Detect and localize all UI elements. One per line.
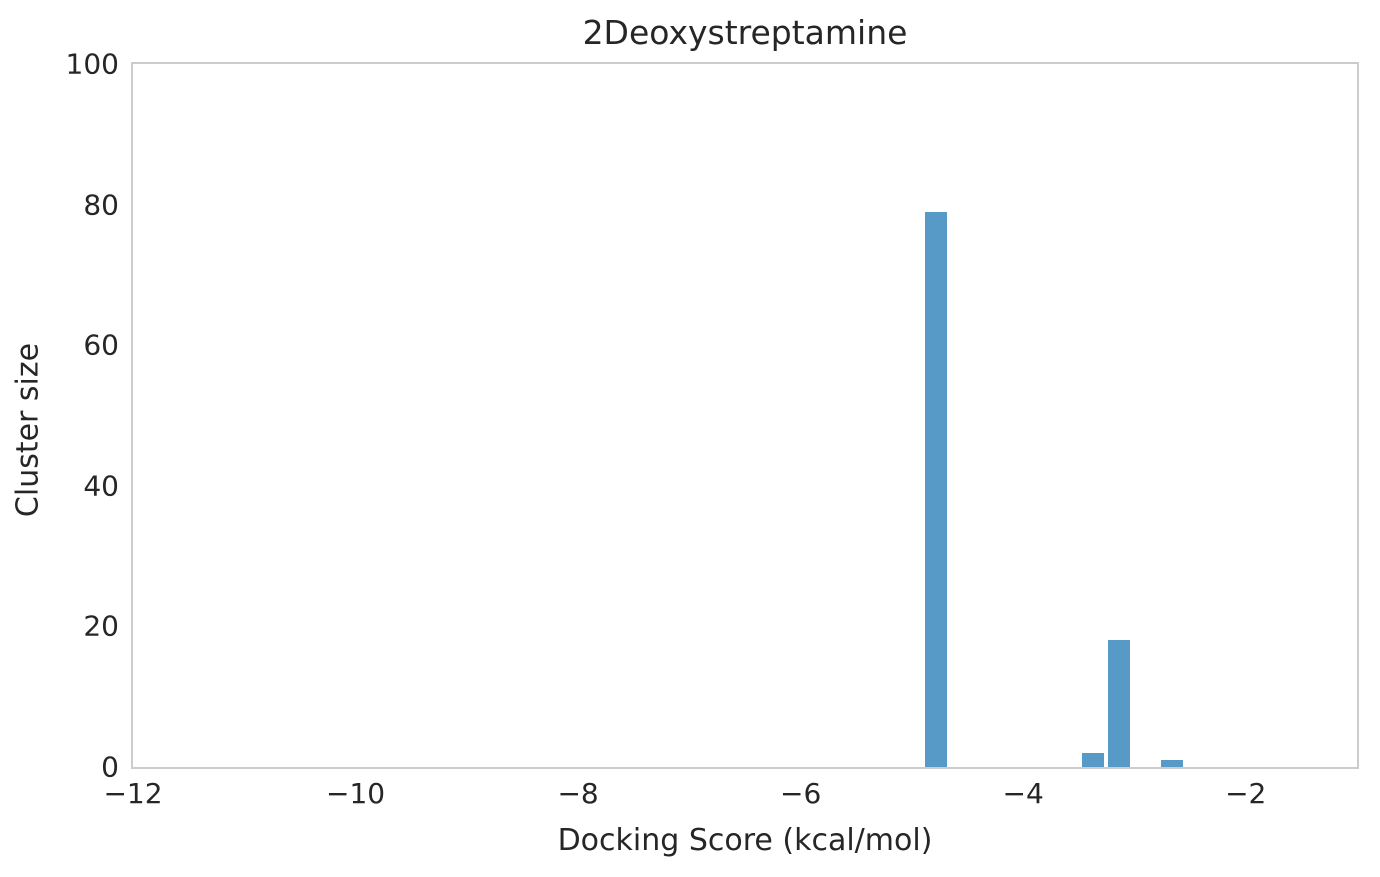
x-tick-label: −2 [1225, 777, 1267, 810]
y-tick-label: 0 [101, 750, 119, 784]
x-tick-label: −4 [1002, 777, 1044, 810]
plot-area [131, 62, 1359, 769]
x-tick-label: −6 [779, 777, 822, 810]
chart-title: 2Deoxystreptamine [582, 13, 908, 52]
x-tick-label: −8 [557, 777, 599, 810]
histogram-bar [1082, 752, 1105, 767]
y-axis-label: Cluster size [10, 342, 46, 518]
y-tick-label: 40 [83, 469, 119, 503]
x-tick-label: −12 [103, 777, 163, 810]
y-tick-label: 80 [83, 188, 119, 222]
histogram-bar [925, 211, 948, 767]
y-tick-label: 60 [83, 328, 119, 362]
histogram-bar [1161, 759, 1184, 767]
y-tick-label: 100 [65, 47, 119, 81]
y-tick-label: 20 [83, 609, 119, 643]
histogram-bar [1107, 640, 1130, 767]
x-tick-label: −10 [325, 777, 386, 810]
x-axis-label: Docking Score (kcal/mol) [557, 823, 933, 858]
